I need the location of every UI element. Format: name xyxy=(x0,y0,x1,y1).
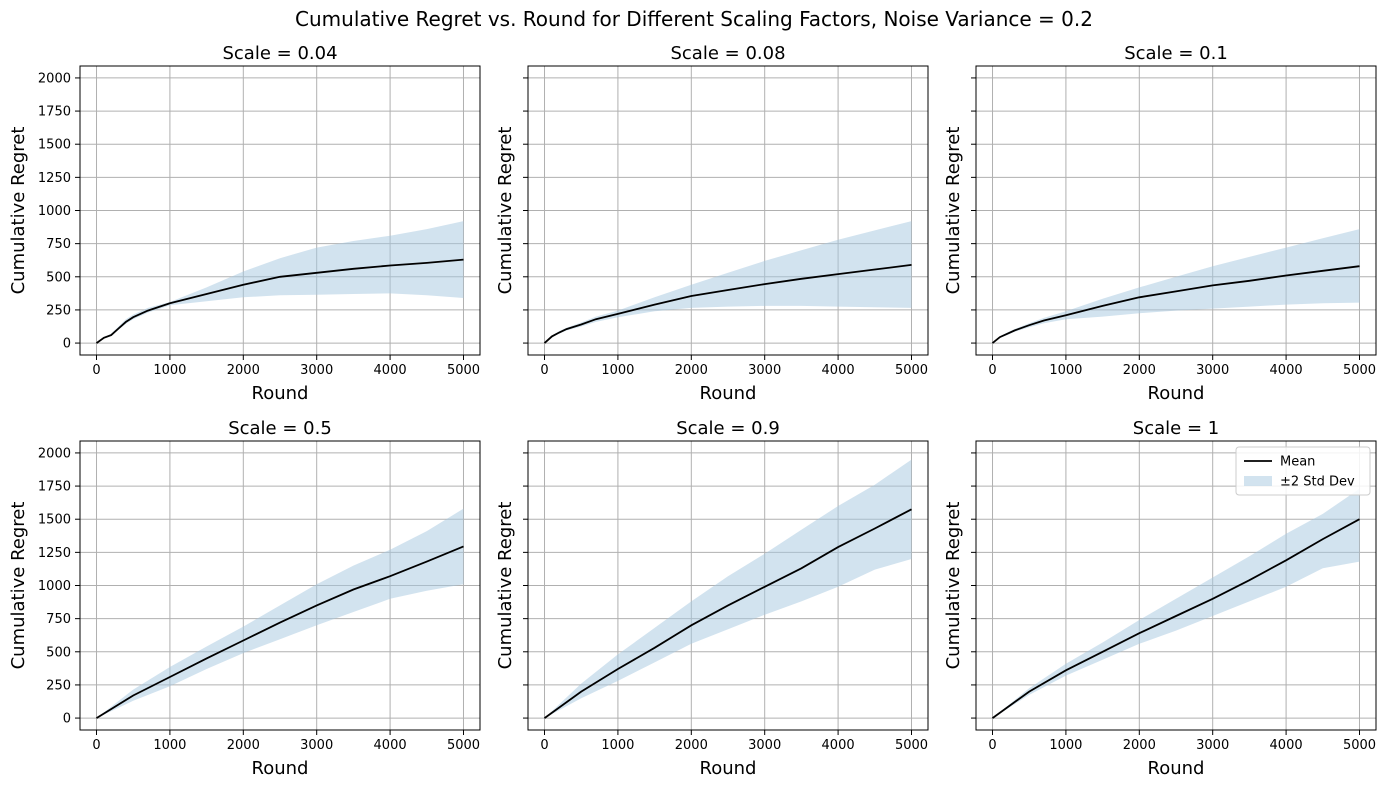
x-tick-label: 4000 xyxy=(822,363,855,378)
x-tick-label: 1000 xyxy=(601,363,634,378)
subplot-title: Scale = 1 xyxy=(1133,418,1219,439)
x-tick-label: 4000 xyxy=(1270,738,1303,753)
y-tick-label: 2000 xyxy=(38,446,71,461)
y-tick-label: 1750 xyxy=(38,105,71,120)
mean-line xyxy=(543,508,912,719)
mean-line xyxy=(543,264,912,344)
y-tick-label: 1250 xyxy=(38,171,71,186)
mean-line xyxy=(96,545,464,719)
x-tick-label: 2000 xyxy=(675,738,708,753)
x-axis-label: Round xyxy=(1148,383,1205,404)
y-tick-label: 500 xyxy=(46,270,71,285)
x-axis-label: Round xyxy=(1148,758,1205,779)
std-dev-band xyxy=(544,221,912,344)
y-tick-label: 750 xyxy=(46,237,71,252)
subplot-title: Scale = 0.1 xyxy=(1124,43,1228,64)
y-tick-label: 1750 xyxy=(38,480,71,495)
x-tick-label: 1000 xyxy=(1049,363,1082,378)
x-tick-label: 3000 xyxy=(1196,363,1229,378)
x-tick-label: 4000 xyxy=(1270,363,1303,378)
std-dev-band xyxy=(544,459,912,719)
subplot-5: 0 1000 2000 3000 4000 5000 Scale = 0.9 Round Cum… xyxy=(495,418,929,779)
y-axis-label: Cumulative Regret xyxy=(8,127,29,295)
x-tick-label: 3000 xyxy=(300,363,333,378)
y-tick-label: 0 xyxy=(63,337,71,352)
subplot-2: 0 1000 2000 3000 4000 5000 Scale = 0.08 Round Cu… xyxy=(495,43,929,404)
mean-line xyxy=(991,518,1360,719)
y-tick-label: 1500 xyxy=(38,513,71,528)
subplot-1: 0 1000 2000 3000 4000 5000 0 250 500 750 1000 1250 1… xyxy=(8,43,481,404)
y-tick-label: 0 xyxy=(63,712,71,727)
x-tick-label: 5000 xyxy=(1343,363,1376,378)
figure-title: Cumulative Regret vs. Round for Differen… xyxy=(295,7,1093,31)
mean-line xyxy=(991,265,1360,344)
x-tick-label: 0 xyxy=(988,363,996,378)
std-dev-band xyxy=(96,508,464,719)
y-axis-label: Cumulative Regret xyxy=(943,502,964,670)
x-tick-label: 5000 xyxy=(895,738,928,753)
x-tick-label: 2000 xyxy=(1123,738,1156,753)
x-axis-label: Round xyxy=(252,383,309,404)
x-tick-label: 0 xyxy=(540,363,548,378)
panels: 0 1000 2000 3000 4000 50000250500750100012501… xyxy=(8,43,1377,779)
std-dev-band xyxy=(992,229,1360,344)
x-tick-label: 0 xyxy=(988,738,996,753)
x-axis-label: Round xyxy=(700,383,757,404)
x-tick-label: 1000 xyxy=(153,738,186,753)
x-tick-label: 4000 xyxy=(374,363,407,378)
x-axis-label: Round xyxy=(252,758,309,779)
subplot-title: Scale = 0.04 xyxy=(222,43,337,64)
y-tick-label: 1250 xyxy=(38,546,71,561)
x-axis-label: Round xyxy=(700,758,757,779)
subplot-title: Scale = 0.9 xyxy=(676,418,780,439)
x-tick-label: 1000 xyxy=(153,363,186,378)
x-tick-label: 1000 xyxy=(1049,738,1082,753)
mean-line xyxy=(95,258,464,344)
subplot-4: 0 1000 2000 3000 4000 5000 0 250 500 750 1000 1250 1… xyxy=(8,418,481,779)
legend-band-label: ±2 Std Dev xyxy=(1280,475,1355,490)
x-tick-label: 4000 xyxy=(822,738,855,753)
x-tick-label: 2000 xyxy=(227,738,260,753)
std-dev-band xyxy=(96,221,464,344)
y-tick-label: 1000 xyxy=(38,204,71,219)
x-tick-label: 5000 xyxy=(1343,738,1376,753)
y-tick-label: 250 xyxy=(46,303,71,318)
y-tick-label: 2000 xyxy=(38,71,71,86)
legend: Mean ±2 Std Dev xyxy=(1235,446,1371,496)
x-tick-label: 4000 xyxy=(374,738,407,753)
y-axis-label: Cumulative Regret xyxy=(943,127,964,295)
y-tick-label: 250 xyxy=(46,678,71,693)
x-tick-label: 5000 xyxy=(447,363,480,378)
legend-band-swatch xyxy=(1244,476,1272,486)
y-tick-label: 1500 xyxy=(38,138,71,153)
x-tick-label: 1000 xyxy=(601,738,634,753)
subplot-6: 0 1000 2000 3000 4000 5000 Scale = 1 Round Cumul… xyxy=(943,418,1377,779)
subplot-title: Scale = 0.5 xyxy=(228,418,332,439)
x-tick-label: 0 xyxy=(92,738,100,753)
y-tick-label: 750 xyxy=(46,612,71,627)
subplot-3: 0 1000 2000 3000 4000 5000 Scale = 0.1 Round Cum… xyxy=(943,43,1377,404)
y-axis-label: Cumulative Regret xyxy=(495,502,516,670)
x-tick-label: 3000 xyxy=(748,738,781,753)
x-tick-label: 0 xyxy=(92,363,100,378)
x-tick-label: 2000 xyxy=(675,363,708,378)
y-axis-label: Cumulative Regret xyxy=(8,502,29,670)
subplot-title: Scale = 0.08 xyxy=(670,43,785,64)
y-tick-label: 500 xyxy=(46,645,71,660)
std-dev-band xyxy=(992,488,1360,719)
x-tick-label: 3000 xyxy=(300,738,333,753)
x-tick-label: 2000 xyxy=(227,363,260,378)
x-tick-label: 5000 xyxy=(447,738,480,753)
y-tick-label: 1000 xyxy=(38,579,71,594)
y-axis-label: Cumulative Regret xyxy=(495,127,516,295)
x-tick-label: 3000 xyxy=(1196,738,1229,753)
legend-mean-label: Mean xyxy=(1280,455,1315,470)
x-tick-label: 5000 xyxy=(895,363,928,378)
x-tick-label: 2000 xyxy=(1123,363,1156,378)
x-tick-label: 0 xyxy=(540,738,548,753)
x-tick-label: 3000 xyxy=(748,363,781,378)
